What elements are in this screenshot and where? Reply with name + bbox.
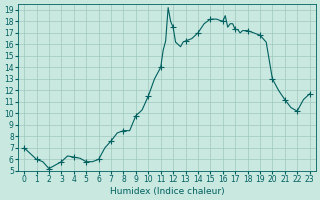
X-axis label: Humidex (Indice chaleur): Humidex (Indice chaleur)	[109, 187, 224, 196]
